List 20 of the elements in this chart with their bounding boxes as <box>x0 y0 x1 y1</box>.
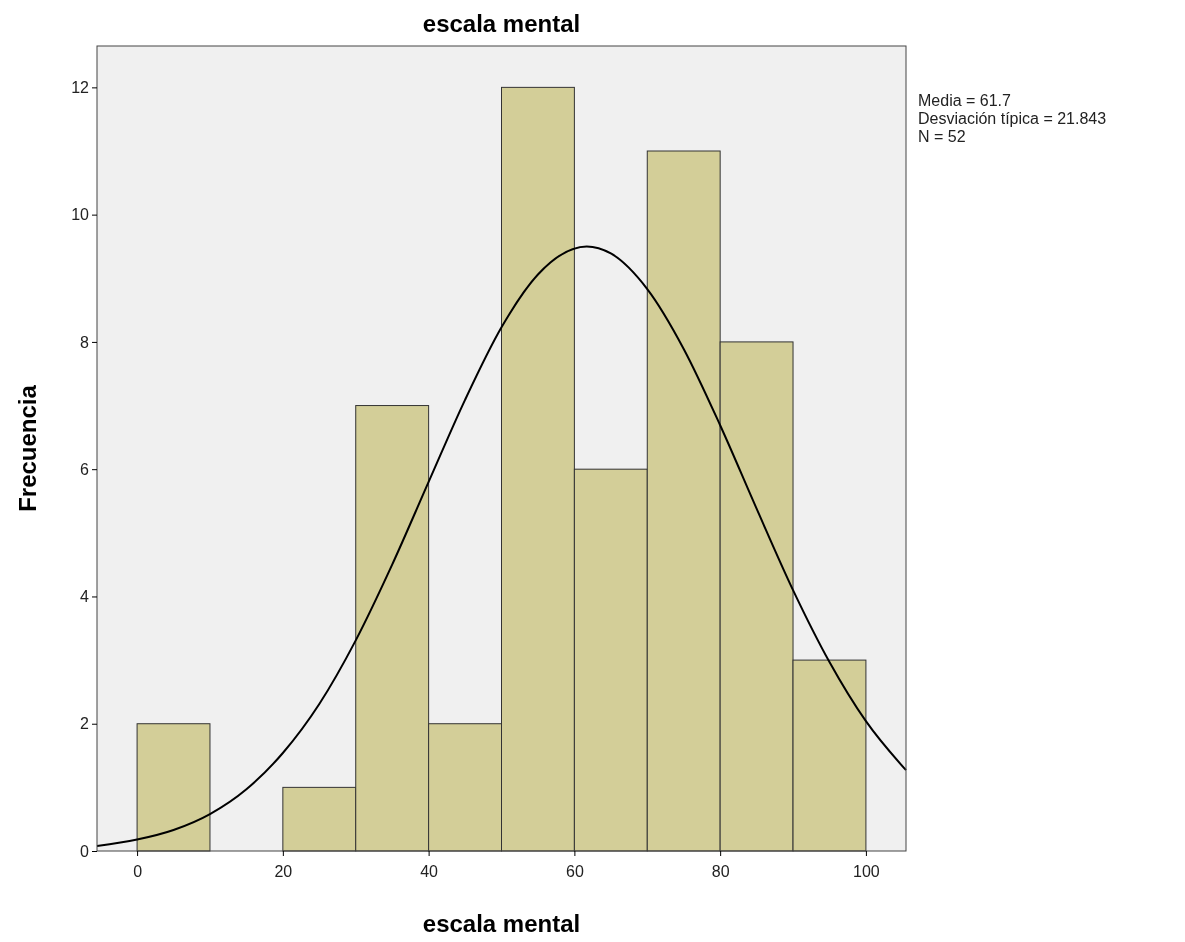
x-tick-label: 40 <box>420 862 439 880</box>
y-tick-label: 0 <box>80 842 90 860</box>
x-tick-label: 0 <box>133 862 143 880</box>
y-axis-title: Frecuencia <box>14 384 41 512</box>
line-series <box>96 245 907 847</box>
x-axis-title: escala mental <box>422 910 581 937</box>
y-tick-label: 12 <box>71 78 90 96</box>
y-tick-label: 2 <box>80 715 90 733</box>
x-tick-label: 100 <box>853 862 880 880</box>
x-tick-label: 60 <box>565 862 584 880</box>
y-tick-label: 8 <box>80 333 90 351</box>
x-tick-label: 20 <box>274 862 293 880</box>
text: Media = 61.7 <box>918 92 1012 109</box>
y-tick-label: 6 <box>80 460 90 478</box>
text: Desviación típica = 21.843 <box>918 110 1107 127</box>
y-tick-label: 4 <box>80 588 90 606</box>
x-tick-label: 80 <box>711 862 730 880</box>
chart-title: escala mental <box>422 10 581 37</box>
y-tick-label: 10 <box>71 206 90 224</box>
text: N = 52 <box>918 128 966 145</box>
